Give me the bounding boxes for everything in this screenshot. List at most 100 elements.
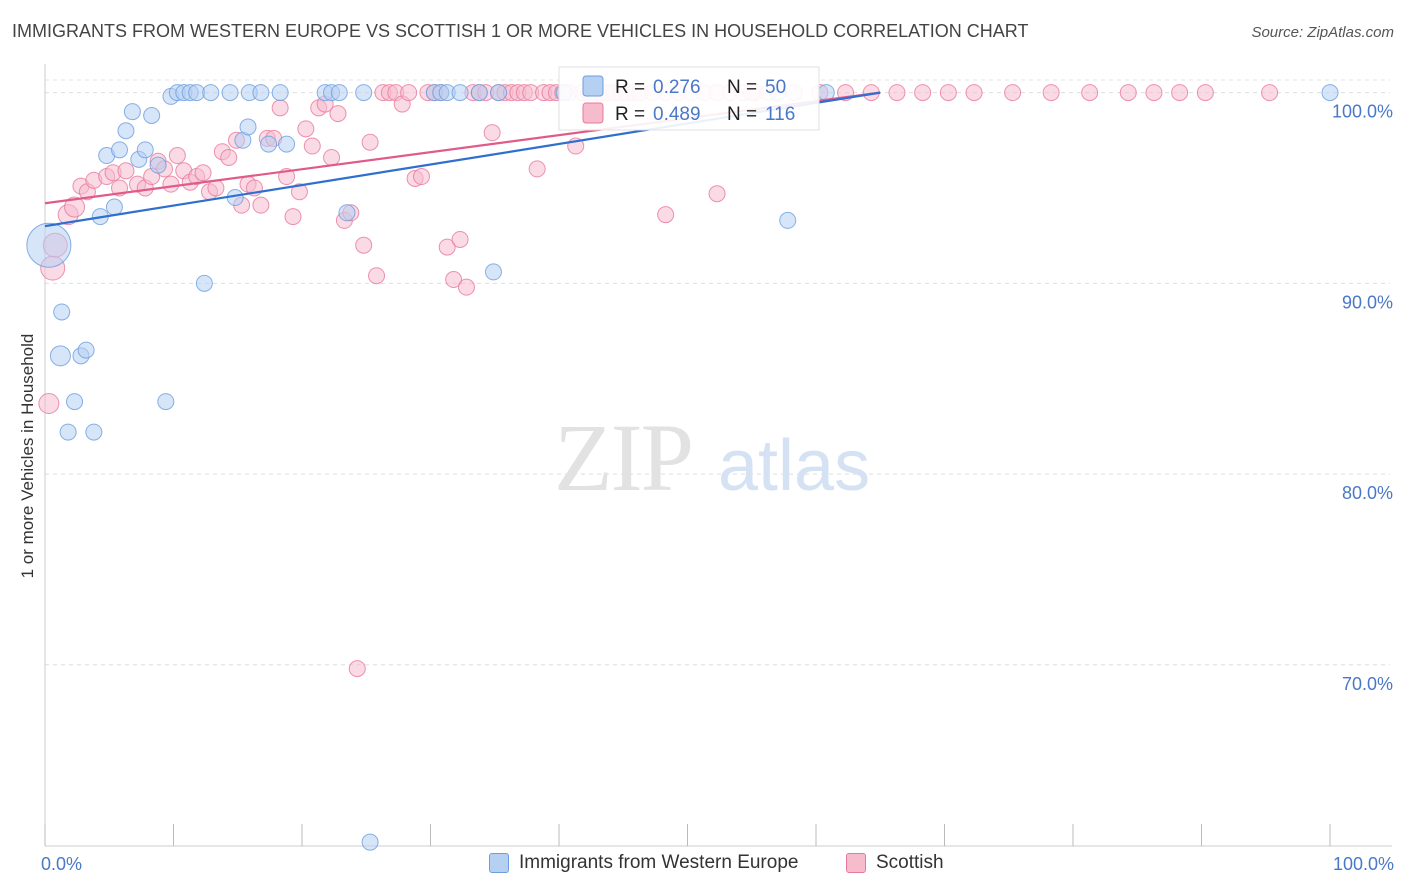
y-tick-label: 70.0% (1342, 674, 1393, 694)
point-scottish (284, 208, 302, 226)
point-western-europe (779, 211, 797, 229)
point-scottish (1171, 84, 1189, 102)
point-scottish (1004, 84, 1022, 102)
x-tick-label: 0.0% (41, 854, 82, 874)
legend-n-label-blue: N = (727, 77, 757, 98)
point-scottish (708, 185, 726, 203)
point-western-europe (338, 204, 356, 222)
point-scottish (220, 148, 238, 166)
point-western-europe (355, 84, 373, 102)
point-scottish (1042, 84, 1060, 102)
point-scottish (361, 133, 379, 151)
watermark-atlas: atlas (718, 426, 870, 506)
point-western-europe (361, 833, 379, 851)
legend-n-value-blue: 50 (765, 77, 786, 98)
point-western-europe (202, 84, 220, 102)
point-scottish (290, 183, 308, 201)
legend-r-label-blue: R = (615, 77, 645, 98)
chart-title: IMMIGRANTS FROM WESTERN EUROPE VS SCOTTI… (12, 21, 1029, 41)
y-tick-label: 90.0% (1342, 292, 1393, 312)
x-tick-label: 100.0% (1333, 854, 1394, 874)
watermark-zip: ZIP (554, 404, 692, 511)
point-western-europe (143, 106, 161, 124)
point-scottish (329, 105, 347, 123)
point-scottish (64, 196, 86, 218)
point-scottish (168, 147, 186, 165)
point-western-europe (278, 135, 296, 153)
point-western-europe (26, 222, 72, 268)
legend-item-scottish: Scottish (846, 852, 944, 874)
point-scottish (271, 99, 289, 117)
point-scottish (1196, 84, 1214, 102)
point-scottish (1081, 84, 1099, 102)
legend-label-western-europe: Immigrants from Western Europe (519, 852, 799, 873)
point-western-europe (117, 122, 135, 140)
point-western-europe (451, 84, 469, 102)
point-scottish (1261, 84, 1279, 102)
point-scottish (368, 267, 386, 285)
point-scottish (348, 660, 366, 678)
point-western-europe (77, 341, 95, 359)
point-western-europe (239, 118, 257, 136)
tick-labels: 100.0% 90.0% 80.0% 70.0% 0.0% 100.0% (41, 102, 1394, 874)
point-western-europe (1321, 84, 1339, 102)
legend-n-value-pink: 116 (765, 104, 795, 125)
point-scottish (297, 120, 315, 138)
legend-r-value-blue: 0.276 (653, 77, 701, 98)
point-western-europe (59, 423, 77, 441)
point-western-europe (66, 393, 84, 411)
zipatlas-watermark: ZIP atlas (554, 404, 870, 511)
point-scottish (355, 236, 373, 254)
stats-legend: R = 0.276 N = 50 R = 0.489 N = 116 (558, 66, 820, 131)
axes (44, 64, 1392, 847)
point-western-europe (470, 84, 488, 102)
point-scottish (162, 175, 180, 193)
point-scottish (303, 137, 321, 155)
point-scottish (117, 162, 135, 180)
point-western-europe (105, 198, 123, 216)
point-western-europe (53, 303, 71, 321)
point-scottish (1119, 84, 1137, 102)
legend-swatch-blue (582, 75, 604, 97)
point-western-europe (484, 263, 502, 281)
y-tick-label: 100.0% (1332, 102, 1393, 122)
point-western-europe (49, 345, 71, 367)
point-scottish (451, 230, 469, 248)
y-tick-label: 80.0% (1342, 483, 1393, 503)
legend-n-label-pink: N = (727, 104, 757, 125)
point-scottish (1145, 84, 1163, 102)
legend-label-scottish: Scottish (876, 852, 944, 873)
point-scottish (438, 238, 456, 256)
point-scottish (914, 84, 932, 102)
point-scottish (445, 271, 463, 289)
point-scottish (194, 164, 212, 182)
point-scottish (323, 148, 341, 166)
point-western-europe (85, 423, 103, 441)
point-scottish (657, 206, 675, 224)
point-western-europe (195, 274, 213, 292)
point-scottish (965, 84, 983, 102)
legend-r-value-pink: 0.489 (653, 104, 701, 125)
point-western-europe (188, 84, 206, 102)
point-scottish (528, 160, 546, 178)
point-western-europe (149, 156, 167, 174)
point-western-europe (123, 103, 141, 121)
legend-swatch-scottish (846, 853, 866, 873)
point-western-europe (260, 135, 278, 153)
point-western-europe (252, 84, 270, 102)
legend-r-label-pink: R = (615, 104, 645, 125)
legend-swatch-pink (582, 102, 604, 124)
point-scottish (38, 393, 60, 415)
point-western-europe (111, 141, 129, 159)
point-scottish (413, 168, 431, 186)
point-scottish (457, 278, 475, 296)
point-western-europe (157, 393, 175, 411)
point-western-europe (330, 84, 348, 102)
point-scottish (252, 196, 270, 214)
point-scottish (939, 84, 957, 102)
chart-source: Source: ZipAtlas.com (1251, 24, 1394, 41)
grid-lines (45, 79, 1390, 666)
point-scottish (483, 124, 501, 142)
point-western-europe (221, 84, 239, 102)
